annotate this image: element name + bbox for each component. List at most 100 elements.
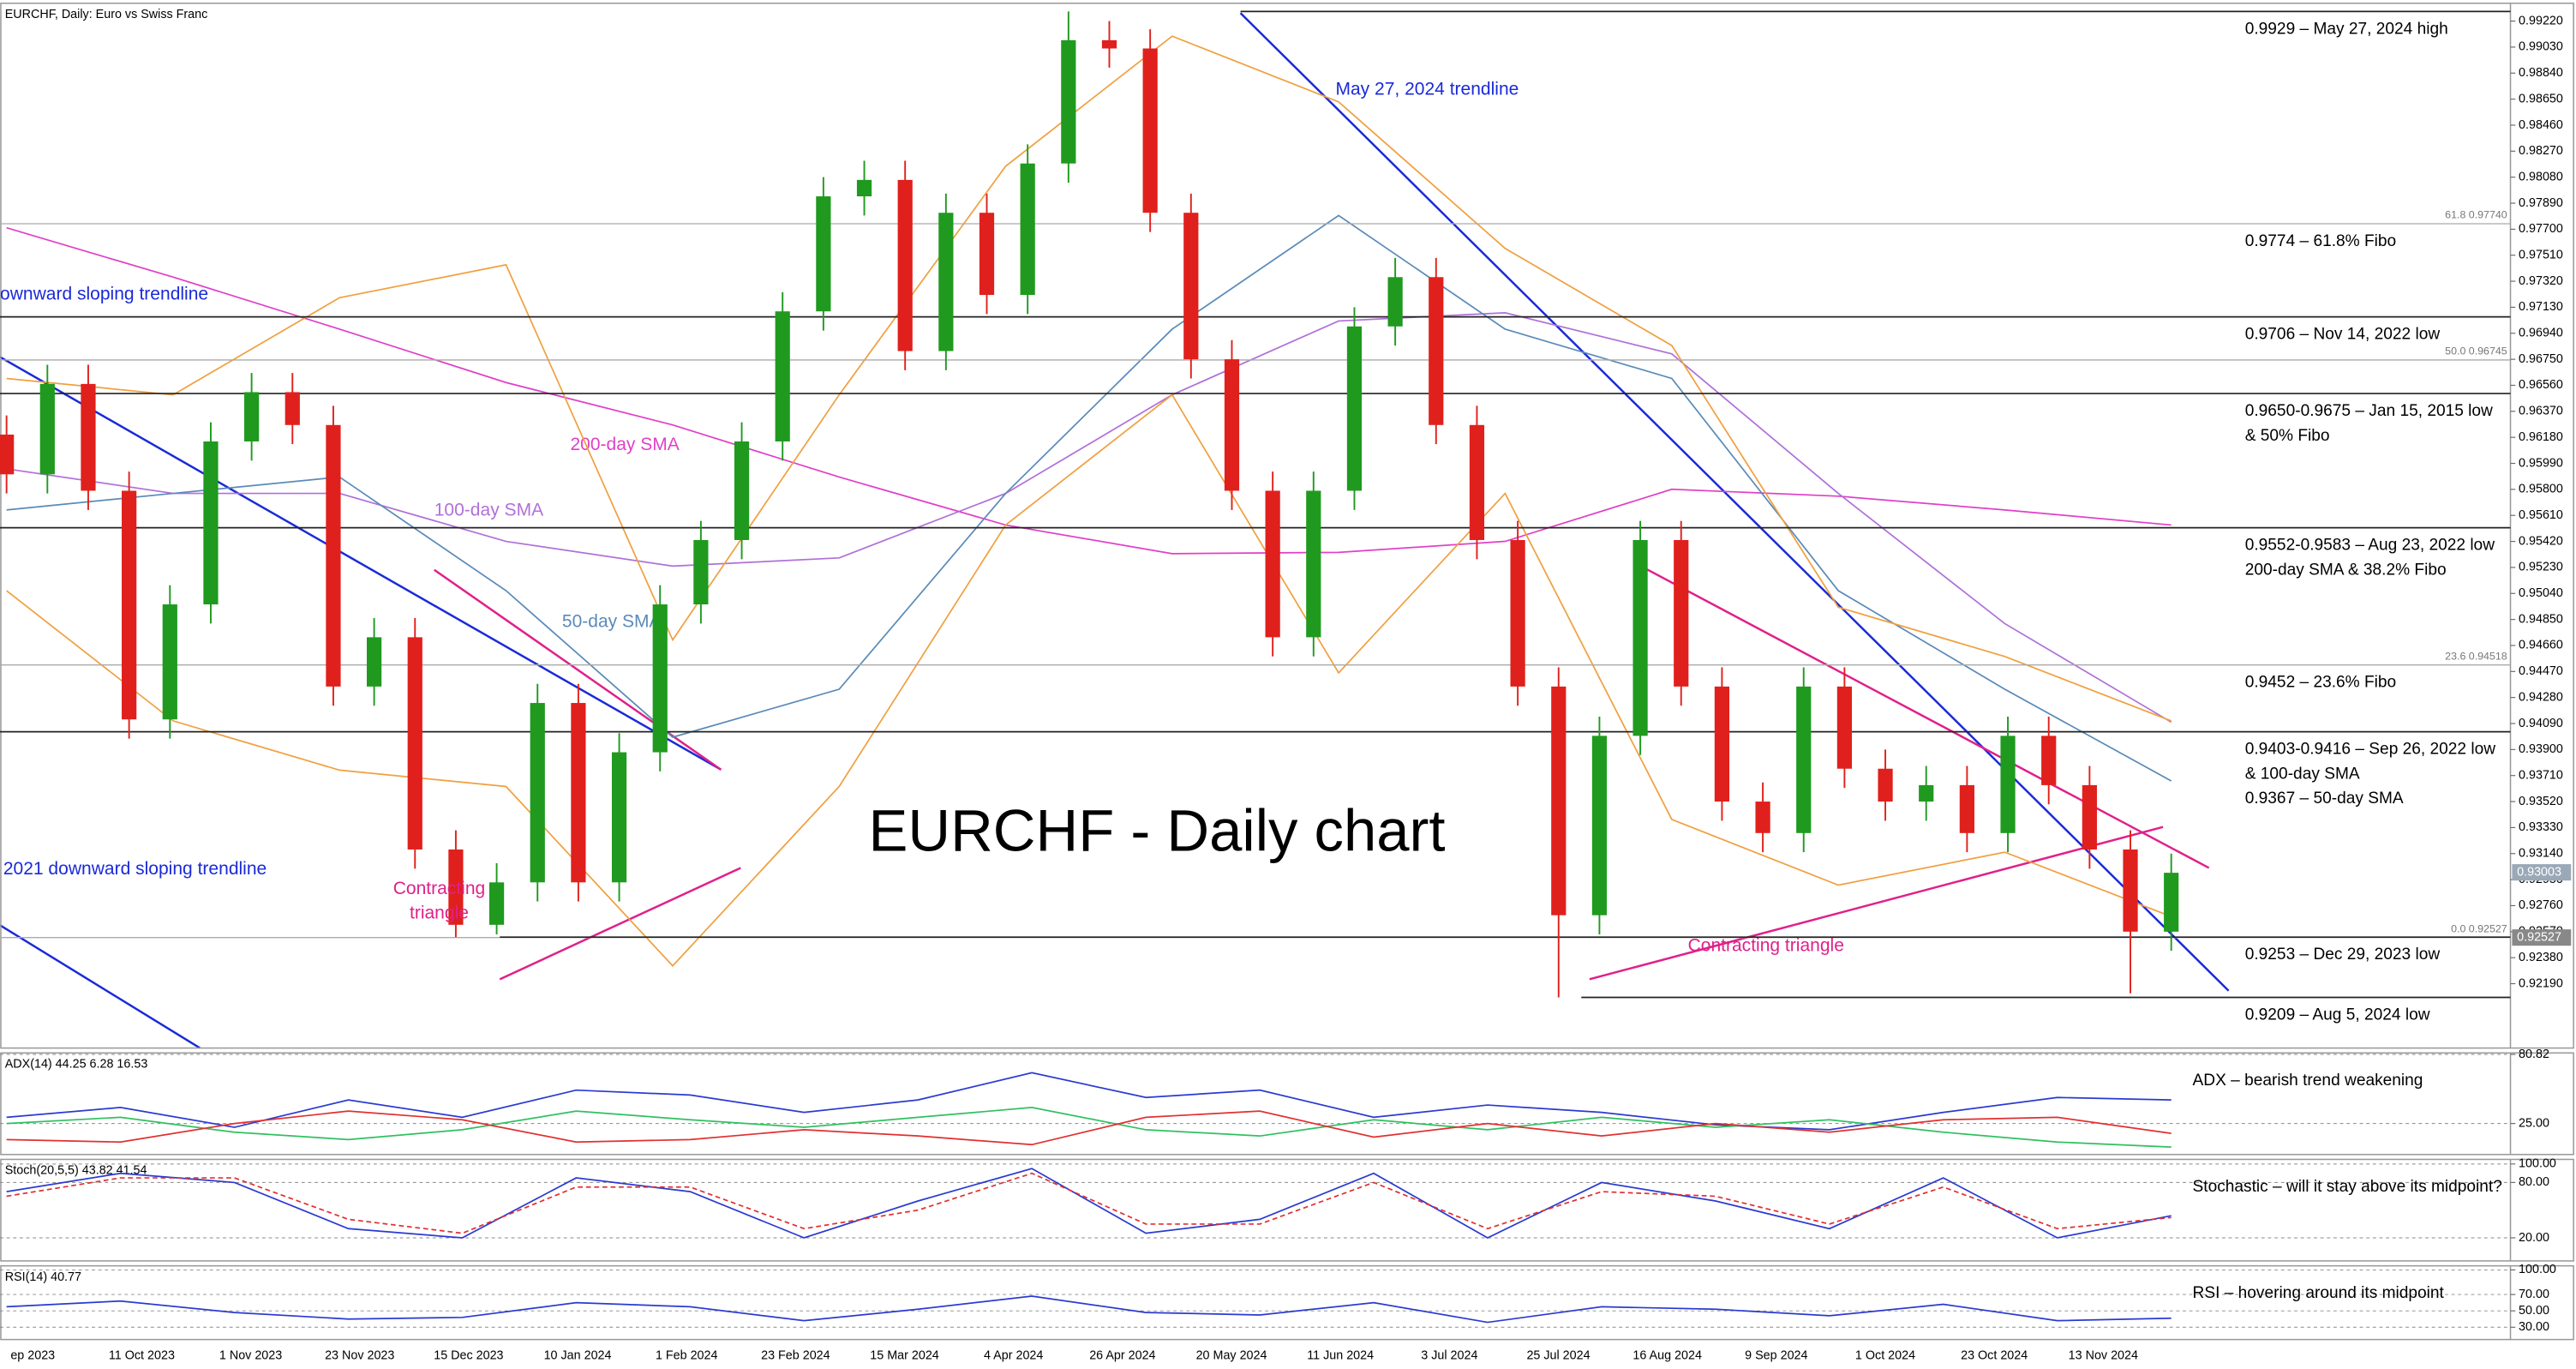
series-label: 50-day SMA (562, 611, 662, 631)
y-tick-label: 0.92190 (2519, 976, 2563, 990)
candle-body (1142, 48, 1158, 213)
panel-frame (0, 1052, 2574, 1156)
x-tick-label: 23 Feb 2024 (761, 1349, 830, 1363)
candle-body (326, 424, 341, 687)
panel-annotation: ADX – bearish trend weakening (2193, 1072, 2423, 1090)
candle-body (122, 490, 137, 720)
y-tick-label: 0.96940 (2519, 327, 2563, 340)
candle-body (2082, 784, 2097, 850)
y-tick-label: 0.97700 (2519, 222, 2563, 236)
candle-body (1469, 424, 1485, 540)
panel-frame (0, 1158, 2574, 1262)
candle-body (1714, 686, 1730, 802)
candle-body (1836, 686, 1852, 769)
y-tick-label: 0.97890 (2519, 196, 2563, 210)
annotation: ownward sloping trendline (0, 284, 208, 303)
candle-body (734, 441, 750, 540)
y-tick-label: 0.97130 (2519, 300, 2563, 314)
x-tick-label: 1 Nov 2023 (219, 1349, 282, 1363)
candle-body (856, 179, 872, 197)
panel-frame (0, 1264, 2574, 1341)
candle-body (1429, 277, 1444, 425)
candle-body (979, 213, 995, 296)
y-tick-label: 0.93710 (2519, 769, 2563, 783)
candle-body (1796, 686, 1812, 833)
level-label: 0.9253 – Dec 29, 2023 low (2245, 946, 2441, 964)
candle-body (1551, 686, 1567, 916)
series-label: 200-day SMA (570, 435, 679, 454)
candle-body (448, 849, 464, 925)
y-tick-label: 0.96560 (2519, 378, 2563, 392)
indicator-line (6, 226, 2172, 555)
candle-body (1919, 784, 1934, 802)
panel-annotation: Stochastic – will it stay above its midp… (2193, 1178, 2502, 1196)
y-tick-label: 0.96750 (2519, 352, 2563, 366)
y-tick-label: 0.92760 (2519, 898, 2563, 912)
annotation: 2021 downward sloping trendline (3, 859, 267, 879)
level-label: 0.9650-0.9675 – Jan 15, 2015 low (2245, 402, 2493, 420)
y-tick-label: 0.95800 (2519, 483, 2563, 496)
y-tick-label: 0.97320 (2519, 274, 2563, 288)
triangle-line (499, 867, 741, 981)
y-tick-label: 0.99220 (2519, 14, 2563, 27)
level-label: 0.9452 – 23.6% Fibo (2245, 673, 2396, 691)
candle-body (2000, 736, 2016, 833)
candle-body (530, 703, 545, 883)
x-tick-label: 1 Oct 2024 (1855, 1349, 1915, 1363)
x-tick-label: 23 Oct 2024 (1961, 1349, 2028, 1363)
indicator-line (6, 1107, 2172, 1149)
level-label: 0.9367 – 50-day SMA (2245, 790, 2404, 808)
x-tick-label: 26 Apr 2024 (1089, 1349, 1155, 1363)
level-label: 0.9403-0.9416 – Sep 26, 2022 low (2245, 741, 2496, 759)
indicator-line (6, 393, 2172, 967)
y-tick-label: 0.95610 (2519, 508, 2563, 522)
candle-body (1306, 490, 1321, 638)
candle-body (2164, 873, 2179, 932)
y-tick-label: 0.94090 (2519, 717, 2563, 730)
y-tick-label: 0.94280 (2519, 690, 2563, 704)
y-tick-label: 70.00 (2519, 1288, 2549, 1301)
y-tick-label: 0.98080 (2519, 170, 2563, 183)
panel-header: RSI(14) 40.77 (5, 1270, 81, 1284)
y-tick-label: 0.95040 (2519, 586, 2563, 600)
candle-body (1020, 163, 1035, 296)
annotation: EURCHF - Daily chart (868, 797, 1445, 863)
annotation: Contracting triangle (1688, 936, 1844, 956)
fib-label: 50.0 0.96745 (2445, 345, 2507, 357)
x-tick-label: 20 May 2024 (1196, 1349, 1267, 1363)
trendline (0, 924, 201, 1049)
candle-body (1755, 802, 1770, 833)
trendline (0, 356, 722, 771)
candle-body (162, 604, 177, 720)
x-tick-label: 10 Jan 2024 (544, 1349, 612, 1363)
candle-body (0, 434, 15, 475)
panel-header: Stoch(20,5,5) 43.82 41.54 (5, 1164, 147, 1178)
triangle-line (1589, 826, 2164, 981)
candle-body (1061, 39, 1076, 164)
x-tick-label: 4 Apr 2024 (984, 1349, 1043, 1363)
y-tick-label: 0.93900 (2519, 742, 2563, 756)
y-tick-label: 0.97510 (2519, 249, 2563, 262)
x-tick-label: 16 Aug 2024 (1632, 1349, 1702, 1363)
candle-body (1183, 213, 1199, 360)
annotation: triangle (410, 903, 469, 922)
x-tick-label: 13 Nov 2024 (2069, 1349, 2138, 1363)
candle-body (1101, 39, 1117, 49)
candle-body (1265, 490, 1280, 638)
x-tick-label: 11 Jun 2024 (1307, 1349, 1374, 1363)
level-label: & 50% Fibo (2245, 427, 2330, 445)
y-tick-label: 0.96370 (2519, 405, 2563, 418)
candle-body (244, 392, 260, 441)
trendline (1239, 12, 2230, 992)
y-tick-label: 100.00 (2519, 1263, 2556, 1276)
candle-body (285, 392, 300, 425)
level-label: 0.9209 – Aug 5, 2024 low (2245, 1006, 2430, 1024)
y-tick-label: 25.00 (2519, 1116, 2549, 1130)
candle-body (938, 213, 954, 351)
y-tick-label: 0.98650 (2519, 92, 2563, 105)
candle-body (2041, 736, 2057, 785)
x-tick-label: 25 Jul 2024 (1526, 1349, 1590, 1363)
candle-body (488, 882, 505, 925)
